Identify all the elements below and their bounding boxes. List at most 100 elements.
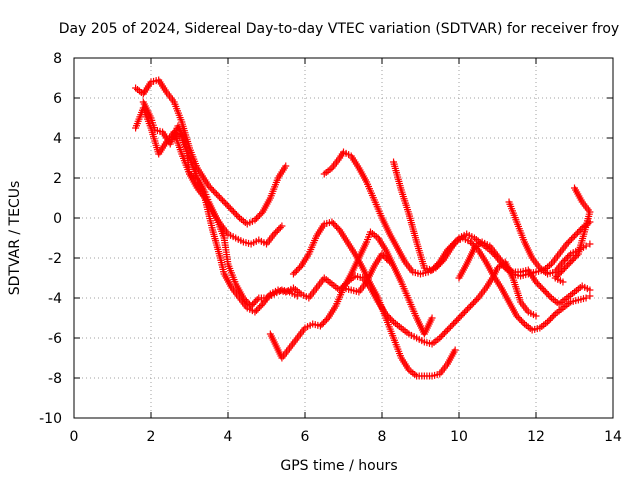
data-point [465, 304, 473, 312]
data-point [448, 321, 456, 329]
data-point [222, 200, 230, 208]
data-point [275, 225, 283, 233]
data-point [380, 252, 388, 260]
data-point [293, 292, 301, 300]
x-tick-label: 14 [604, 429, 622, 445]
data-point [567, 235, 575, 243]
data-point [457, 312, 465, 320]
data-point [436, 334, 444, 342]
y-tick-label: 2 [53, 171, 62, 187]
data-point [550, 312, 558, 320]
data-point [223, 201, 231, 209]
data-point [431, 263, 439, 271]
data-point [463, 305, 471, 313]
data-point [566, 237, 574, 245]
data-point [383, 255, 391, 263]
y-tick-label: 8 [53, 51, 62, 67]
axis-ticks: 0 2 4 6 8 10 12 14 -10 -8 -6 -4 -2 0 2 4 6 8 [39, 51, 622, 445]
data-point [447, 243, 455, 251]
data-point [564, 261, 572, 269]
data-point [252, 306, 260, 314]
x-axis-title: GPS time / hours [280, 458, 397, 474]
data-point [514, 314, 522, 322]
data-point [537, 283, 545, 291]
data-point [208, 185, 216, 193]
data-point [513, 312, 521, 320]
data-point [586, 286, 594, 294]
data-point [468, 300, 476, 308]
data-point [548, 313, 556, 321]
data-point [294, 265, 302, 273]
data-point [447, 323, 455, 331]
data-point [247, 302, 255, 310]
data-point [559, 266, 567, 274]
data-point [293, 267, 301, 275]
x-tick-label: 8 [378, 429, 387, 445]
data-point [564, 253, 572, 261]
y-tick-label: 6 [53, 91, 62, 107]
data-point [251, 216, 259, 224]
plot-frame [73, 57, 614, 419]
data-point [443, 246, 451, 254]
data-point [560, 256, 568, 264]
data-point [468, 240, 476, 248]
data-point [251, 308, 259, 316]
data-point [228, 206, 236, 214]
data-point [209, 187, 217, 195]
data-point [272, 228, 280, 236]
data-point [516, 315, 524, 323]
x-tick-label: 2 [147, 429, 156, 445]
data-point [535, 281, 543, 289]
data-point [538, 284, 546, 292]
x-tick-label: 6 [301, 429, 310, 445]
data-point [543, 289, 551, 297]
data-point [205, 182, 213, 190]
data-point [328, 218, 336, 226]
data-point [239, 294, 247, 302]
y-axis-title: SDTVAR / TECUs [7, 181, 23, 296]
data-point [473, 296, 481, 304]
data-point [545, 316, 553, 324]
data-point [439, 331, 447, 339]
data-point [586, 240, 594, 248]
y-tick-label: 4 [53, 131, 62, 147]
data-point [378, 250, 386, 258]
data-point [257, 210, 265, 218]
data-point [211, 188, 219, 196]
data-point [448, 241, 456, 249]
data-point [574, 250, 582, 258]
data-point [467, 302, 475, 310]
data-point [586, 292, 594, 300]
data-point [445, 324, 453, 332]
data-point [229, 208, 237, 216]
data-point [334, 224, 342, 232]
x-tick-label: 0 [70, 429, 79, 445]
data-point [547, 315, 555, 323]
data-point [252, 214, 260, 222]
data-point [519, 318, 527, 326]
data-point [582, 294, 590, 302]
data-point [253, 296, 261, 304]
data-point [428, 266, 436, 274]
data-point [575, 227, 583, 235]
data-point [467, 238, 475, 246]
data-point [559, 278, 567, 286]
data-point [567, 258, 575, 266]
data-point [451, 318, 459, 326]
data-point [254, 213, 262, 221]
data-point [544, 291, 552, 299]
data-point [568, 256, 576, 264]
data-point [329, 220, 337, 228]
data-point [453, 316, 461, 324]
data-point [572, 230, 580, 238]
data-point [546, 292, 554, 300]
data-point [323, 316, 331, 324]
data-points [132, 76, 594, 380]
data-point [241, 296, 249, 304]
data-point [318, 320, 326, 328]
data-point [256, 211, 264, 219]
data-point [540, 286, 548, 294]
data-point [428, 314, 436, 322]
